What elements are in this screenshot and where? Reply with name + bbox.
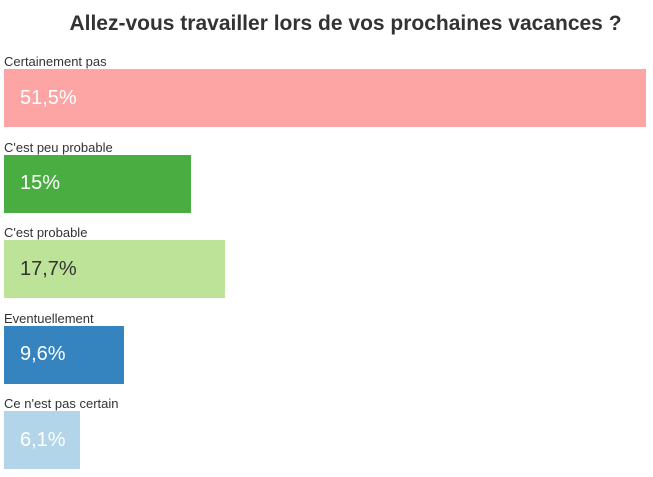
data-label: 17,7% (20, 257, 77, 280)
bar-group: Ce n'est pas certain 6,1% (4, 396, 119, 469)
bar-group: C'est probable 17,7% (4, 225, 225, 298)
category-label: Certainement pas (4, 54, 107, 69)
category-label: Ce n'est pas certain (4, 396, 119, 411)
category-label: C'est probable (4, 225, 88, 240)
bar-group: C'est peu probable 15% (4, 140, 191, 213)
chart-title: Allez-vous travailler lors de vos procha… (69, 12, 622, 35)
bar-group: Certainement pas 51,5% (4, 54, 646, 127)
bar: 9,6% (4, 325, 124, 384)
data-label: 9,6% (20, 343, 66, 365)
data-label: 51,5% (20, 86, 77, 109)
data-label: 15% (20, 172, 61, 194)
bar: 6,1% (4, 411, 81, 469)
bar: 15% (4, 154, 191, 213)
bar-group: Eventuellement 9,6% (4, 311, 124, 384)
category-label: C'est peu probable (4, 139, 113, 155)
category-label: Eventuellement (4, 310, 94, 326)
bar: 17,7% (4, 240, 225, 298)
data-label: 6,1% (20, 428, 66, 451)
bar: 51,5% (4, 69, 646, 127)
